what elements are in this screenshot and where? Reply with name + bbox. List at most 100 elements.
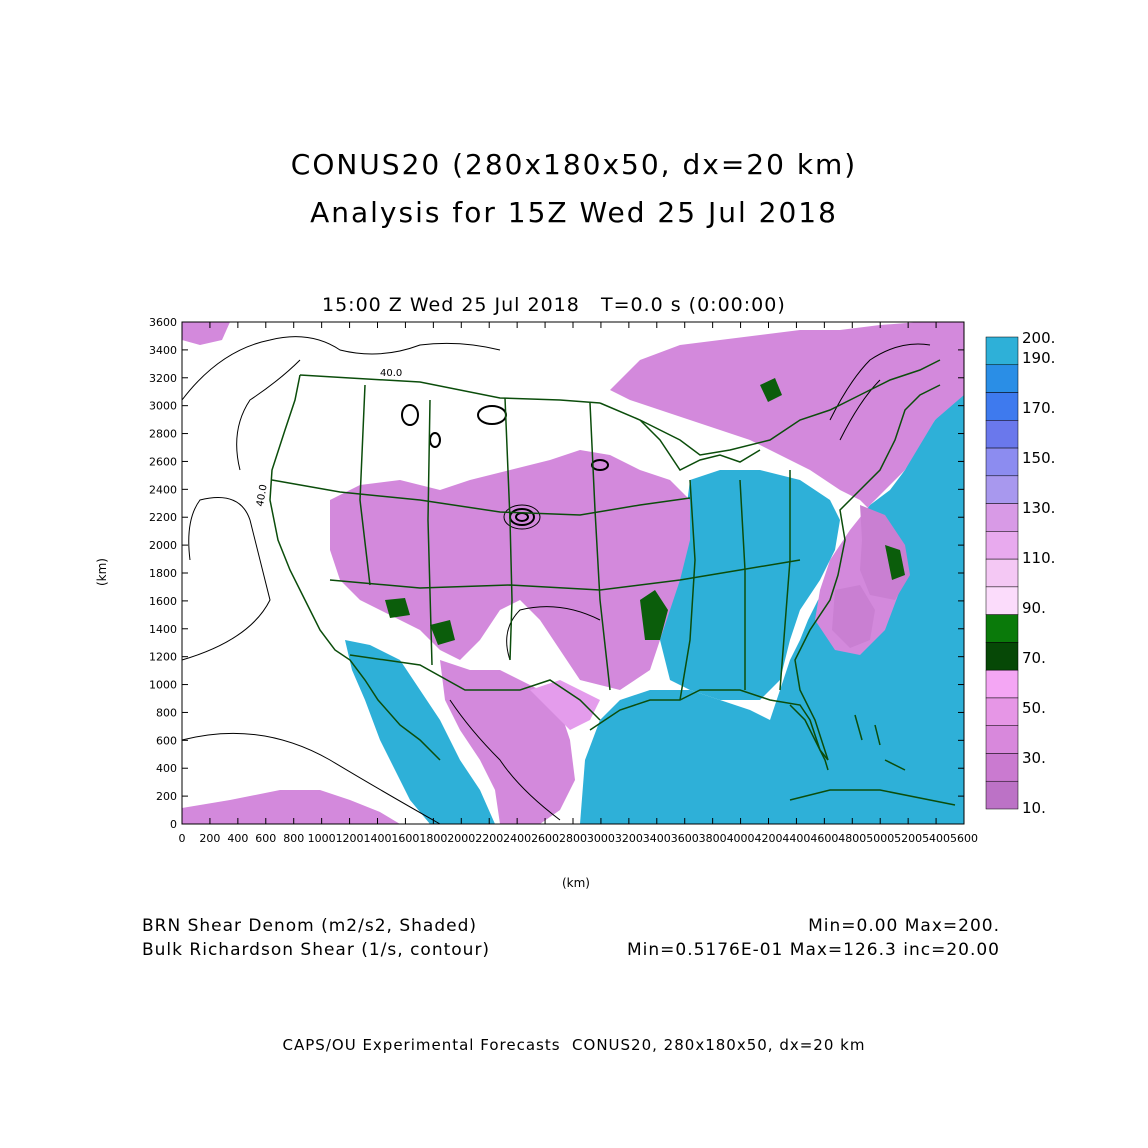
- x-tick-label: 3400: [643, 832, 671, 845]
- cuba: [789, 789, 956, 806]
- title-line-1: CONUS20 (280x180x50, dx=20 km): [290, 148, 858, 181]
- contour-field-stats: Min=0.5176E-01 Max=126.3 inc=20.00: [626, 940, 1000, 960]
- y-tick-label: 3600: [149, 316, 177, 329]
- state-line: [589, 402, 611, 691]
- x-tick-label: 3000: [587, 832, 615, 845]
- y-axis-label: (km): [95, 558, 109, 586]
- x-tick-label: 1600: [391, 832, 419, 845]
- y-tick-label: 800: [156, 706, 177, 719]
- y-tick-label: 1000: [149, 679, 177, 692]
- valid-time-subtitle: 15:00 Z Wed 25 Jul 2018 T=0.0 s (0:00:00…: [322, 294, 786, 316]
- x-tick-label: 1000: [308, 832, 336, 845]
- x-tick-label: 1200: [336, 832, 364, 845]
- contour-line: [181, 336, 501, 401]
- colorbar-swatch: [985, 586, 1019, 615]
- y-tick-label: 600: [156, 734, 177, 747]
- contour-line: [181, 497, 271, 661]
- west-coast: [269, 374, 441, 761]
- green-band-4: [760, 378, 782, 402]
- colorbar-label: 190.: [1022, 349, 1055, 367]
- y-tick-label: 200: [156, 790, 177, 803]
- x-tick-label: 4400: [782, 832, 810, 845]
- colorbar: 200. 190. 170. 150. 130. 110. 90. 70. 50. 30. 10.: [985, 329, 1055, 817]
- contour-label: 40.0: [255, 484, 270, 508]
- bottom-left-magenta: [182, 790, 400, 824]
- title-line-2: Analysis for 15Z Wed 25 Jul 2018: [310, 196, 838, 229]
- x-tick-label: 600: [255, 832, 276, 845]
- contour-line: [181, 732, 441, 825]
- state-line: [271, 479, 691, 516]
- x-tick-label: 1400: [364, 832, 392, 845]
- colorbar-label: 110.: [1022, 549, 1055, 567]
- colorbar-label: 170.: [1022, 399, 1055, 417]
- state-line: [739, 479, 746, 690]
- colorbar-label: 30.: [1022, 749, 1046, 767]
- green-band-5: [385, 598, 410, 618]
- green-band-1: [640, 590, 668, 640]
- state-line: [504, 397, 513, 661]
- y-tick-label: 2400: [149, 483, 177, 496]
- y-tick-label: 2600: [149, 455, 177, 468]
- contour-line: [449, 699, 561, 821]
- colorbar-label: 130.: [1022, 499, 1055, 517]
- y-tick-label: 3200: [149, 372, 177, 385]
- gulf-coast: [589, 689, 829, 761]
- y-tick-label: 3000: [149, 400, 177, 413]
- colorbar-label: 90.: [1022, 599, 1046, 617]
- x-tick-label: 3800: [699, 832, 727, 845]
- pacific-shading: [345, 640, 495, 824]
- x-tick-label: 800: [283, 832, 304, 845]
- colorbar-swatch: [985, 614, 1019, 643]
- green-band-2: [885, 545, 905, 580]
- x-tick-label: 400: [227, 832, 248, 845]
- colorbar-swatch: [985, 725, 1019, 754]
- x-tick-label: 200: [199, 832, 220, 845]
- plains-magenta: [330, 450, 690, 690]
- colorbar-swatch: [985, 475, 1019, 504]
- x-tick-label: 2200: [475, 832, 503, 845]
- x-tick-label: 5200: [894, 832, 922, 845]
- east-land-shading: [660, 470, 840, 700]
- bahamas: [854, 714, 906, 771]
- x-tick-label: 0: [179, 832, 186, 845]
- x-tick-label: 4000: [727, 832, 755, 845]
- y-tick-label: 2200: [149, 511, 177, 524]
- contour-line: [506, 606, 601, 661]
- colorbar-swatch: [985, 753, 1019, 782]
- y-axis-ticks: 0 200 400 600 800 1000 1200 1400 1600 1800 2000 220…: [149, 316, 964, 831]
- colorbar-swatch: [985, 364, 1019, 393]
- x-axis-label: (km): [562, 876, 590, 890]
- state-line: [427, 399, 433, 666]
- contour-closed: [401, 404, 419, 426]
- colorbar-label: 10.: [1022, 799, 1046, 817]
- colorbar-label: 200.: [1022, 329, 1055, 347]
- colorbar-swatch: [985, 780, 1019, 810]
- y-tick-label: 400: [156, 762, 177, 775]
- colorbar-swatch: [985, 531, 1019, 560]
- y-tick-label: 1600: [149, 595, 177, 608]
- y-tick-label: 1200: [149, 651, 177, 664]
- northern-border-east: [599, 359, 941, 456]
- colorbar-label: 150.: [1022, 449, 1055, 467]
- y-tick-label: 2800: [149, 428, 177, 441]
- shaded-field: [182, 322, 964, 824]
- colorbar-swatch: [985, 697, 1019, 726]
- canada-border: [299, 374, 601, 404]
- florida: [789, 704, 829, 771]
- y-tick-label: 3400: [149, 344, 177, 357]
- contour-line: [839, 379, 881, 441]
- x-tick-label: 2400: [503, 832, 531, 845]
- x-tick-label: 4600: [810, 832, 838, 845]
- state-line: [359, 384, 371, 586]
- shaded-field-label: BRN Shear Denom (m2/s2, Shaded): [142, 916, 477, 936]
- contour-closed: [591, 459, 609, 471]
- east-coast: [794, 384, 941, 761]
- contour-line: [829, 343, 931, 421]
- x-tick-label: 4800: [838, 832, 866, 845]
- colorbar-swatch: [985, 503, 1019, 532]
- texas-magenta: [530, 680, 600, 730]
- colorbar-label: 50.: [1022, 699, 1046, 717]
- contour-field-label: Bulk Richardson Shear (1/s, contour): [142, 940, 491, 960]
- colorbar-swatch: [985, 558, 1019, 588]
- x-tick-label: 5600: [950, 832, 978, 845]
